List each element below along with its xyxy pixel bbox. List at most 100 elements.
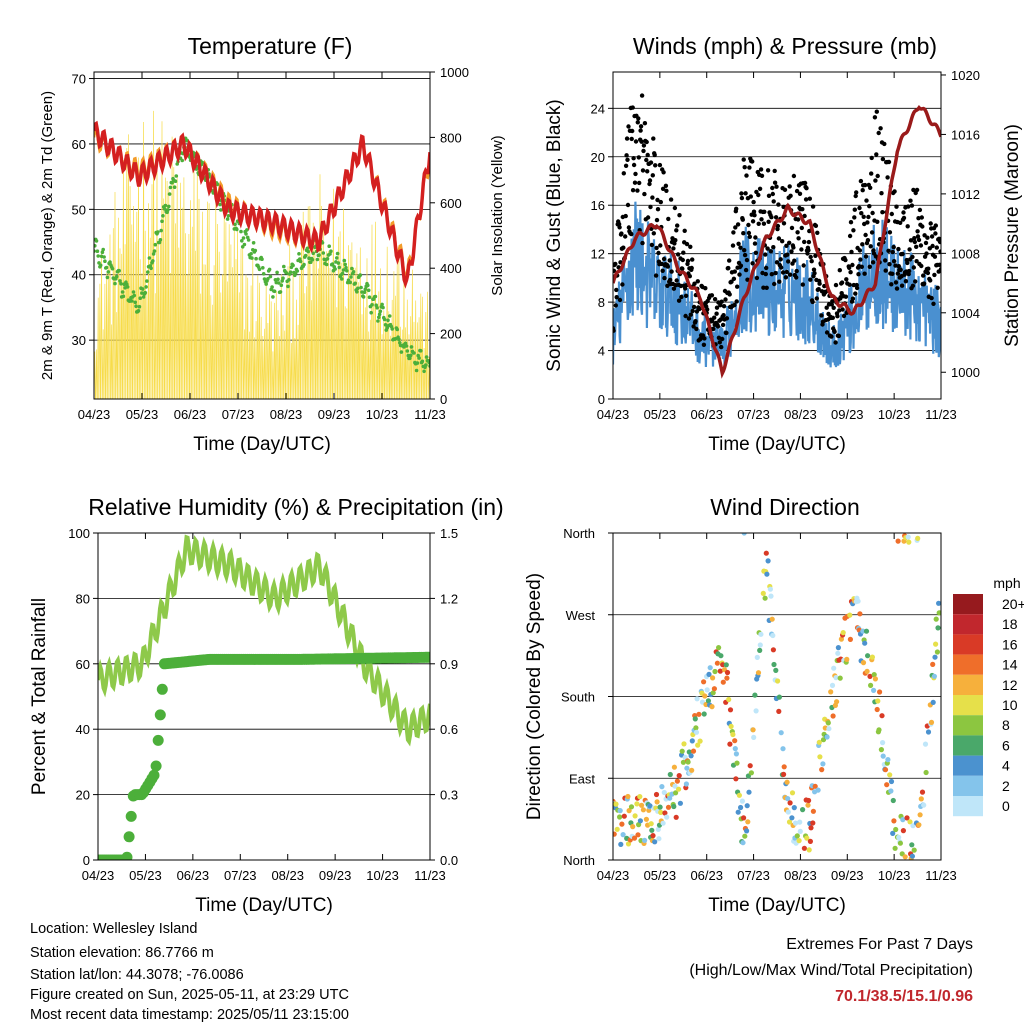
gust-point bbox=[883, 268, 888, 273]
gust-point bbox=[809, 259, 814, 264]
gust-point bbox=[720, 322, 726, 328]
gust-point bbox=[862, 271, 867, 276]
humidity-y-tick-label: 60 bbox=[76, 657, 90, 672]
wind-direction-point bbox=[785, 809, 791, 815]
gust-point bbox=[668, 197, 674, 202]
gust-point bbox=[750, 159, 755, 164]
speed-legend-title: mph bbox=[993, 575, 1020, 591]
gust-point bbox=[735, 284, 740, 289]
dewpoint-point bbox=[225, 217, 230, 221]
gust-point bbox=[754, 275, 760, 281]
gust-point bbox=[717, 340, 722, 345]
dewpoint-point bbox=[350, 266, 354, 271]
wind-direction-point bbox=[643, 816, 650, 822]
gust-point bbox=[816, 287, 821, 292]
gust-point bbox=[748, 194, 753, 199]
gust-point bbox=[683, 286, 688, 291]
gust-point bbox=[645, 152, 650, 158]
gust-point bbox=[645, 169, 650, 174]
wind-direction-point bbox=[630, 824, 636, 830]
gust-point bbox=[801, 263, 806, 268]
gust-point bbox=[772, 168, 777, 174]
dewpoint-point bbox=[348, 280, 353, 285]
gust-point bbox=[736, 241, 741, 246]
precipitation-point bbox=[424, 651, 430, 663]
dewpoint-point bbox=[403, 341, 408, 346]
dewpoint-point bbox=[305, 246, 310, 251]
wind-direction-point bbox=[880, 740, 886, 746]
gust-point bbox=[714, 305, 720, 310]
dewpoint-point bbox=[341, 268, 346, 272]
dewpoint-point bbox=[356, 286, 360, 291]
dewpoint-point bbox=[409, 345, 414, 349]
relative-humidity-line bbox=[98, 534, 430, 747]
gust-point bbox=[933, 231, 938, 236]
gust-point bbox=[711, 326, 716, 332]
gust-point bbox=[751, 199, 756, 205]
gust-point bbox=[613, 303, 618, 308]
gust-point bbox=[732, 269, 737, 274]
gust-point bbox=[687, 274, 692, 279]
humidity-title: Relative Humidity (%) & Precipitation (i… bbox=[88, 494, 503, 520]
gust-point bbox=[636, 116, 641, 121]
direction-y-tick-label: North bbox=[563, 526, 595, 541]
gust-point bbox=[771, 245, 776, 250]
dewpoint-point bbox=[117, 268, 121, 273]
dewpoint-point bbox=[342, 258, 347, 263]
gust-point bbox=[870, 260, 876, 265]
gust-point bbox=[895, 271, 901, 276]
wind-direction-point bbox=[835, 650, 841, 656]
gust-point bbox=[898, 267, 903, 272]
gust-point bbox=[779, 265, 784, 270]
gust-point bbox=[847, 282, 852, 287]
humidity-panel: 04/23 05/23 06/23 07/23 08/23 09/23 10/23 11/23… bbox=[29, 494, 504, 916]
gust-point bbox=[795, 217, 801, 222]
wind-direction-point bbox=[867, 673, 873, 680]
gust-point bbox=[658, 199, 663, 205]
dewpoint-point bbox=[321, 251, 326, 255]
gust-point bbox=[683, 293, 689, 298]
dewpoint-point bbox=[257, 267, 262, 272]
dewpoint-point bbox=[106, 270, 111, 274]
gust-point bbox=[662, 275, 667, 281]
wind-direction-point bbox=[740, 840, 746, 846]
wind-direction-point bbox=[619, 821, 625, 827]
wind-direction-point bbox=[660, 820, 666, 826]
dewpoint-point bbox=[390, 327, 395, 331]
dewpoint-point bbox=[366, 288, 371, 293]
wind-direction-point bbox=[888, 788, 894, 794]
gust-point bbox=[766, 219, 771, 224]
wind-direction-point bbox=[745, 819, 751, 825]
dewpoint-point bbox=[264, 282, 269, 286]
gust-point bbox=[721, 313, 726, 318]
wind-direction-point bbox=[642, 837, 648, 844]
winds-y-tick-label: 24 bbox=[591, 101, 605, 116]
dewpoint-point bbox=[337, 265, 342, 270]
gust-point bbox=[850, 262, 855, 268]
gust-point bbox=[691, 304, 697, 310]
dewpoint-point bbox=[324, 262, 329, 267]
gust-point bbox=[624, 136, 630, 141]
gust-point bbox=[631, 162, 637, 168]
gust-point bbox=[932, 272, 937, 278]
gust-point bbox=[705, 307, 710, 312]
wind-direction-point bbox=[617, 814, 623, 820]
gust-point bbox=[840, 307, 845, 312]
direction-plot-area bbox=[613, 533, 941, 860]
wind-direction-point bbox=[806, 847, 812, 853]
wind-direction-point bbox=[921, 802, 927, 808]
wind-direction-point bbox=[736, 792, 743, 798]
gust-point bbox=[890, 271, 895, 276]
direction-y-tick-label: North bbox=[563, 853, 595, 868]
wind-direction-point bbox=[647, 803, 653, 809]
wind-direction-point bbox=[653, 791, 660, 798]
dewpoint-point bbox=[110, 266, 115, 271]
gust-point bbox=[893, 280, 899, 285]
dewpoint-point bbox=[134, 304, 138, 309]
gust-point bbox=[797, 191, 803, 196]
dewpoint-point bbox=[340, 277, 344, 281]
gust-point bbox=[788, 193, 793, 198]
gust-point bbox=[660, 268, 665, 273]
gust-point bbox=[847, 265, 852, 270]
wind-direction-point bbox=[878, 747, 885, 753]
